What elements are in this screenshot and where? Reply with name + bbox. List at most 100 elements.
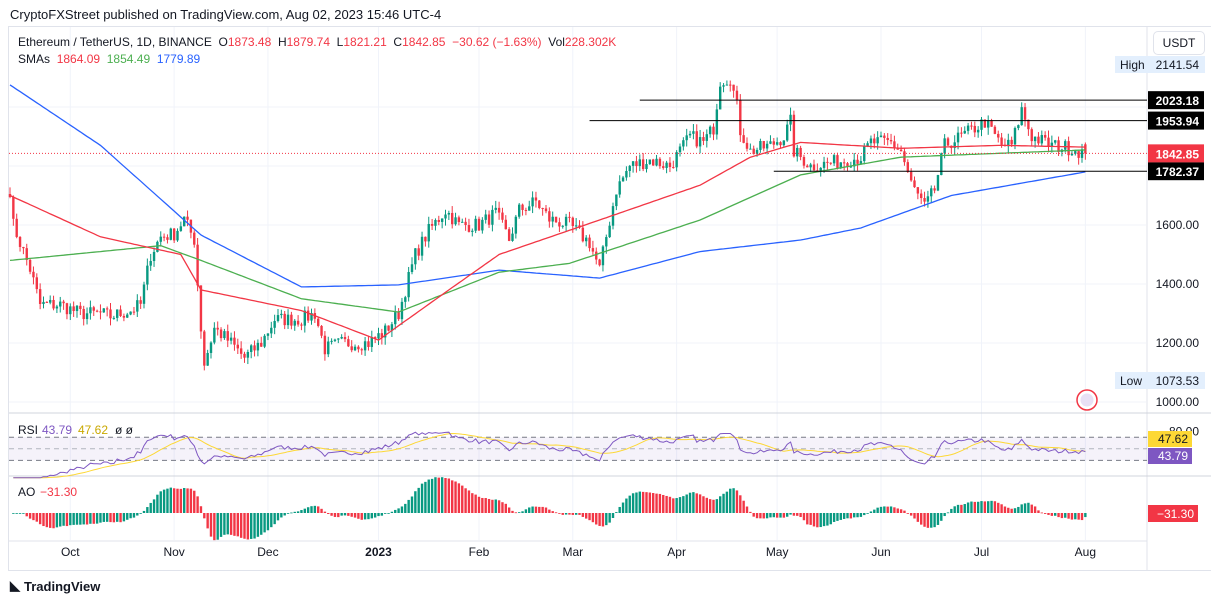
candle-body xyxy=(548,211,551,222)
hl-label-bg xyxy=(1115,372,1149,389)
candle-body xyxy=(477,218,481,231)
last-price-label: 1842.85 xyxy=(1156,147,1200,161)
high-value: 2141.54 xyxy=(1156,58,1200,72)
candle xyxy=(615,194,618,211)
candle-body xyxy=(196,244,199,286)
candle-body xyxy=(765,143,769,149)
candle xyxy=(725,80,729,86)
ao-bar xyxy=(779,513,782,518)
candle xyxy=(638,154,641,172)
sma-label[interactable]: SMAs xyxy=(18,52,51,66)
candle-body xyxy=(457,217,461,223)
rsi-ma-value: 47.62 xyxy=(1158,432,1188,446)
candle xyxy=(69,303,72,321)
candle-body xyxy=(554,216,558,223)
ao-bar xyxy=(645,492,648,513)
candle xyxy=(116,309,119,322)
hl-value-bg xyxy=(1149,372,1205,389)
candle xyxy=(558,217,561,233)
ao-bar xyxy=(1080,513,1084,521)
candle-body xyxy=(936,175,940,191)
change-value: −30.62 (−1.63%) xyxy=(452,35,542,49)
ao-bar xyxy=(169,487,172,513)
ao-bar xyxy=(15,513,18,514)
ao-bar xyxy=(789,513,792,515)
currency-button[interactable]: USDT xyxy=(1153,31,1205,55)
candle-body xyxy=(769,141,772,144)
candle-body xyxy=(229,337,233,341)
candle xyxy=(327,336,330,358)
candle xyxy=(444,209,447,226)
candle xyxy=(246,349,250,365)
candle xyxy=(55,304,59,314)
candle-body xyxy=(846,163,849,168)
low-label: L xyxy=(336,35,344,49)
candle-body xyxy=(330,340,333,342)
ao-bar xyxy=(487,498,491,513)
candle-body xyxy=(95,310,99,312)
candle-body xyxy=(491,209,494,225)
candle xyxy=(417,244,420,261)
candle xyxy=(330,338,333,345)
candle-body xyxy=(333,339,337,341)
candle-body xyxy=(440,218,444,222)
ao-bar xyxy=(889,506,893,513)
symbol-title[interactable]: Ethereum / TetherUS, 1D, BINANCE xyxy=(18,35,212,49)
ao-bar xyxy=(1070,513,1074,520)
ao-bar xyxy=(940,513,943,521)
candle-body xyxy=(394,312,397,325)
candle-body xyxy=(126,314,129,318)
ao-bar xyxy=(105,513,109,522)
candle xyxy=(635,155,638,173)
candle-body xyxy=(283,313,286,326)
candle-body xyxy=(585,237,588,242)
candle xyxy=(404,295,407,308)
candle-body xyxy=(471,230,474,232)
candle-body xyxy=(219,329,223,339)
ao-bar xyxy=(72,513,75,525)
candle-body xyxy=(45,301,49,303)
ao-bar xyxy=(605,513,608,526)
candle xyxy=(591,240,595,255)
candle-body xyxy=(1070,153,1074,156)
candle xyxy=(317,317,320,328)
ao-bar xyxy=(782,513,786,518)
sma100-line xyxy=(9,149,1086,313)
candle xyxy=(1037,132,1040,146)
ao-bar xyxy=(394,509,397,513)
candle-body xyxy=(564,216,568,226)
candle-body xyxy=(615,194,618,207)
candle xyxy=(59,296,62,313)
ao-bar xyxy=(574,513,578,515)
candle-body xyxy=(139,300,142,304)
candle-body xyxy=(913,180,916,188)
candle-body xyxy=(447,212,451,215)
ao-bar xyxy=(759,513,762,519)
tradingview-logo[interactable]: ◣ TradingView xyxy=(10,578,100,594)
candle xyxy=(889,133,893,145)
candle-body xyxy=(749,148,752,150)
ao-bar xyxy=(675,498,678,513)
candle xyxy=(347,335,350,348)
candle-body xyxy=(812,164,816,171)
ao-bar xyxy=(1054,513,1057,516)
candle-body xyxy=(869,138,873,144)
candle-body xyxy=(809,164,812,168)
candle-body xyxy=(42,301,45,305)
candle xyxy=(343,332,347,343)
ao-bar xyxy=(69,513,72,526)
candle-body xyxy=(116,309,119,318)
candle xyxy=(129,311,132,316)
candle xyxy=(873,133,876,149)
ao-bar xyxy=(695,493,698,513)
candle-body xyxy=(963,130,966,134)
candle-body xyxy=(273,321,276,328)
candle-body xyxy=(672,167,675,169)
ao-bar xyxy=(454,481,457,513)
ao-bar xyxy=(665,495,668,513)
ao-bar xyxy=(49,513,52,528)
ao-bar xyxy=(933,513,936,528)
candle-body xyxy=(511,233,514,241)
x-tick-label: Dec xyxy=(257,545,278,559)
